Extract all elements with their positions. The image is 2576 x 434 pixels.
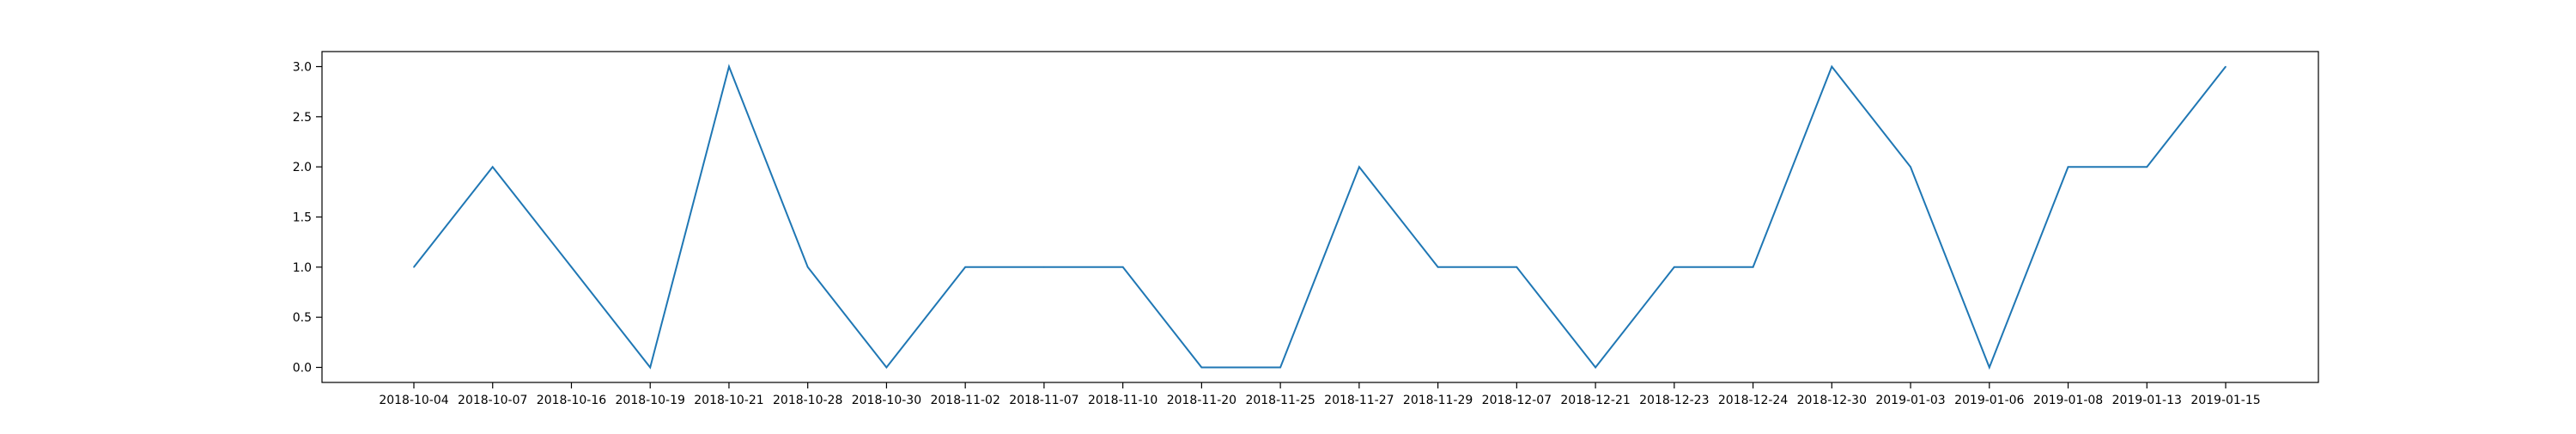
data-point bbox=[649, 366, 652, 369]
x-tick-label: 2018-12-21 bbox=[1560, 394, 1630, 407]
x-tick-label: 2018-12-24 bbox=[1718, 394, 1788, 407]
data-point bbox=[1595, 366, 1596, 369]
x-tick-label: 2018-10-07 bbox=[458, 394, 527, 407]
x-axis: 2018-10-04 2018-10-07 2018-10-16 2018-10-19… bbox=[379, 382, 2261, 407]
y-tick-label: 0.0 bbox=[293, 362, 312, 376]
y-tick-label: 0.5 bbox=[293, 311, 312, 325]
data-point bbox=[1279, 366, 1281, 369]
x-tick-label: 2018-11-27 bbox=[1324, 394, 1394, 407]
data-point bbox=[1043, 266, 1045, 268]
x-tick-label: 2018-11-10 bbox=[1088, 394, 1157, 407]
series-line bbox=[413, 64, 2227, 370]
data-point bbox=[2225, 65, 2227, 68]
x-tick-label: 2018-12-30 bbox=[1797, 394, 1867, 407]
x-tick-label: 2018-10-28 bbox=[773, 394, 842, 407]
x-tick-label: 2018-10-21 bbox=[694, 394, 763, 407]
x-tick-label: 2019-01-03 bbox=[1875, 394, 1945, 407]
data-point bbox=[491, 166, 494, 168]
y-tick-label: 2.5 bbox=[293, 111, 312, 125]
x-tick-label: 2018-10-30 bbox=[852, 394, 921, 407]
data-point bbox=[570, 266, 573, 268]
data-point bbox=[1831, 65, 1833, 68]
x-tick-label: 2019-01-06 bbox=[1954, 394, 2024, 407]
y-tick-label: 2.0 bbox=[293, 161, 312, 174]
x-tick-label: 2018-11-29 bbox=[1403, 394, 1473, 407]
data-point bbox=[2067, 166, 2069, 168]
data-point bbox=[1988, 366, 1990, 369]
y-tick-label: 1.5 bbox=[293, 211, 312, 225]
data-point bbox=[1516, 266, 1518, 268]
data-point bbox=[885, 366, 888, 369]
y-axis: 0.0 0.5 1.0 1.5 2.0 2.5 3.0 bbox=[293, 61, 322, 376]
x-tick-label: 2018-11-07 bbox=[1009, 394, 1078, 407]
y-tick-label: 3.0 bbox=[293, 61, 312, 75]
x-tick-label: 2018-12-07 bbox=[1482, 394, 1552, 407]
x-tick-label: 2019-01-13 bbox=[2112, 394, 2182, 407]
data-point bbox=[413, 266, 415, 268]
x-tick-label: 2018-10-19 bbox=[616, 394, 685, 407]
data-point bbox=[728, 65, 730, 68]
data-point bbox=[1200, 366, 1203, 369]
data-point bbox=[964, 266, 966, 268]
x-tick-label: 2018-10-04 bbox=[379, 394, 448, 407]
x-tick-label: 2018-11-25 bbox=[1245, 394, 1315, 407]
data-point bbox=[2146, 166, 2148, 168]
data-point bbox=[1358, 166, 1360, 168]
y-tick-label: 1.0 bbox=[293, 261, 312, 275]
data-point bbox=[1752, 266, 1754, 268]
data-point bbox=[1674, 266, 1675, 268]
series-layer bbox=[413, 64, 2227, 370]
data-point bbox=[1910, 166, 1911, 168]
x-tick-label: 2019-01-08 bbox=[2033, 394, 2103, 407]
plot-area bbox=[321, 51, 2319, 383]
x-tick-label: 2018-11-02 bbox=[930, 394, 999, 407]
x-tick-label: 2019-01-15 bbox=[2190, 394, 2260, 407]
data-point bbox=[1121, 266, 1124, 268]
data-point bbox=[806, 266, 809, 268]
x-tick-label: 2018-12-23 bbox=[1639, 394, 1709, 407]
x-tick-label: 2018-10-16 bbox=[537, 394, 606, 407]
x-tick-label: 2018-11-20 bbox=[1167, 394, 1236, 407]
data-point bbox=[1437, 266, 1439, 268]
